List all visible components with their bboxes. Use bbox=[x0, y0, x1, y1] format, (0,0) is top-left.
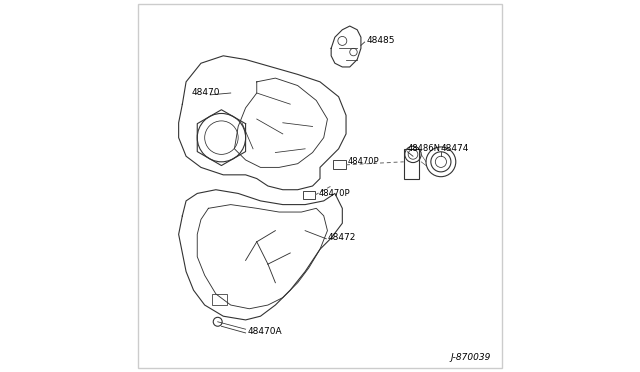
Text: 48470P: 48470P bbox=[348, 157, 380, 166]
Bar bbox=[303, 191, 315, 199]
Text: 48472: 48472 bbox=[328, 233, 356, 242]
Text: 48485: 48485 bbox=[367, 36, 395, 45]
Text: 48470P: 48470P bbox=[318, 189, 350, 198]
Text: 48470A: 48470A bbox=[248, 327, 282, 336]
Text: J-870039: J-870039 bbox=[450, 353, 491, 362]
Text: 48470: 48470 bbox=[191, 88, 220, 97]
Text: 48474: 48474 bbox=[441, 144, 469, 153]
Bar bbox=[212, 294, 227, 305]
Bar bbox=[333, 160, 346, 169]
Text: 48486N: 48486N bbox=[408, 144, 440, 153]
Bar bbox=[404, 149, 419, 179]
